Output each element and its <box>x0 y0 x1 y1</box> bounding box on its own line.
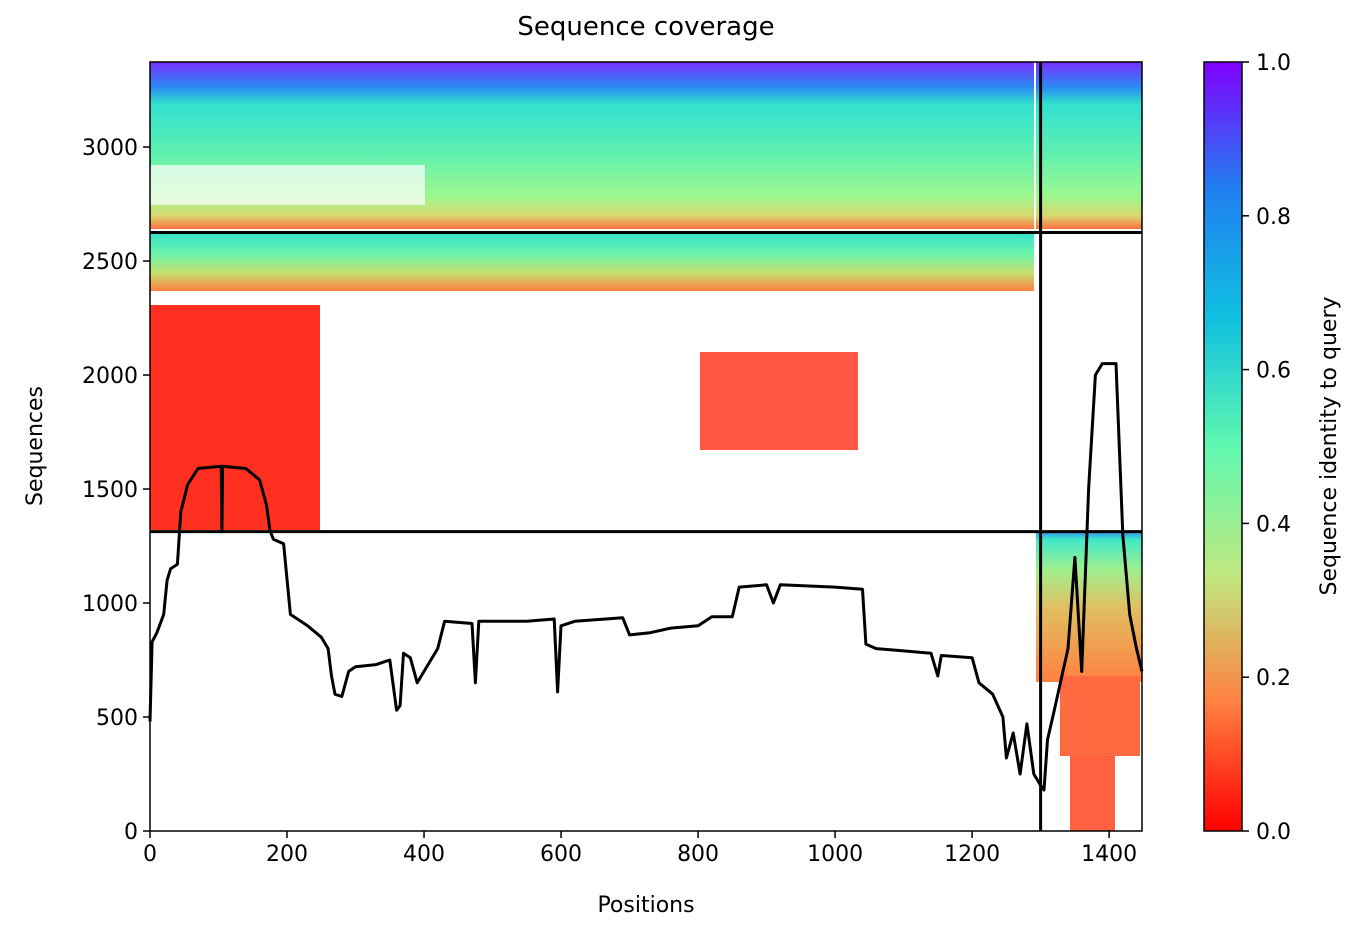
y-axis-label: Sequences <box>23 386 48 506</box>
x-tick-label: 200 <box>266 842 308 867</box>
chart-title: Sequence coverage <box>517 12 774 42</box>
x-tick-label: 400 <box>403 842 445 867</box>
coverage-heatmap <box>150 62 1142 831</box>
x-tick-label: 800 <box>677 842 719 867</box>
x-tick-label: 0 <box>143 842 157 867</box>
colorbar-tick-label: 1.0 <box>1256 51 1291 76</box>
colorbar-label: Sequence identity to query <box>1317 296 1342 595</box>
y-tick-label: 3000 <box>82 136 138 161</box>
colorbar-tick-label: 0.6 <box>1256 359 1291 384</box>
colorbar-tick-label: 0.8 <box>1256 205 1291 230</box>
y-tick-label: 500 <box>96 706 138 731</box>
plot-frame <box>149 61 1143 832</box>
coverage-line <box>148 362 1144 792</box>
colorbar-tick-label: 0.2 <box>1256 666 1291 691</box>
colorbar-tick-label: 0.4 <box>1256 512 1291 537</box>
x-axis-label: Positions <box>597 893 694 918</box>
y-tick-label: 1500 <box>82 478 138 503</box>
x-tick-label: 1000 <box>807 842 863 867</box>
y-tick-label: 0 <box>124 820 138 845</box>
x-tick-label: 600 <box>540 842 582 867</box>
x-tick-label: 1200 <box>944 842 1000 867</box>
y-tick-label: 2000 <box>82 364 138 389</box>
y-tick-label: 2500 <box>82 250 138 275</box>
y-tick-label: 1000 <box>82 592 138 617</box>
colorbar-tick-label: 0.0 <box>1256 820 1291 845</box>
x-tick-label: 1400 <box>1081 842 1137 867</box>
colorbar <box>1203 61 1243 832</box>
